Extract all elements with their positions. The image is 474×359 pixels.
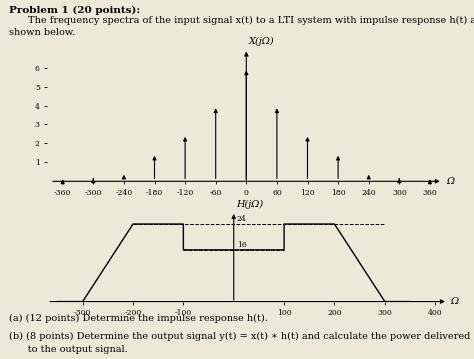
Text: H(jΩ): H(jΩ) <box>236 200 264 209</box>
Text: to the output signal.: to the output signal. <box>9 345 128 354</box>
Text: X(jΩ): X(jΩ) <box>249 37 274 46</box>
Text: Problem 1 (20 points):: Problem 1 (20 points): <box>9 5 141 14</box>
Text: 24: 24 <box>237 215 246 223</box>
Text: The frequency spectra of the input signal x(t) to a LTI system with impulse resp: The frequency spectra of the input signa… <box>28 16 474 25</box>
Text: 16: 16 <box>237 241 246 249</box>
Text: shown below.: shown below. <box>9 28 76 37</box>
Text: Ω: Ω <box>446 177 455 186</box>
Text: Ω: Ω <box>450 297 458 306</box>
Text: (a) (12 points) Determine the impulse response h(t).: (a) (12 points) Determine the impulse re… <box>9 314 268 323</box>
Text: (b) (8 points) Determine the output signal y(t) = x(t) ∗ h(t) and calculate the : (b) (8 points) Determine the output sign… <box>9 332 471 341</box>
